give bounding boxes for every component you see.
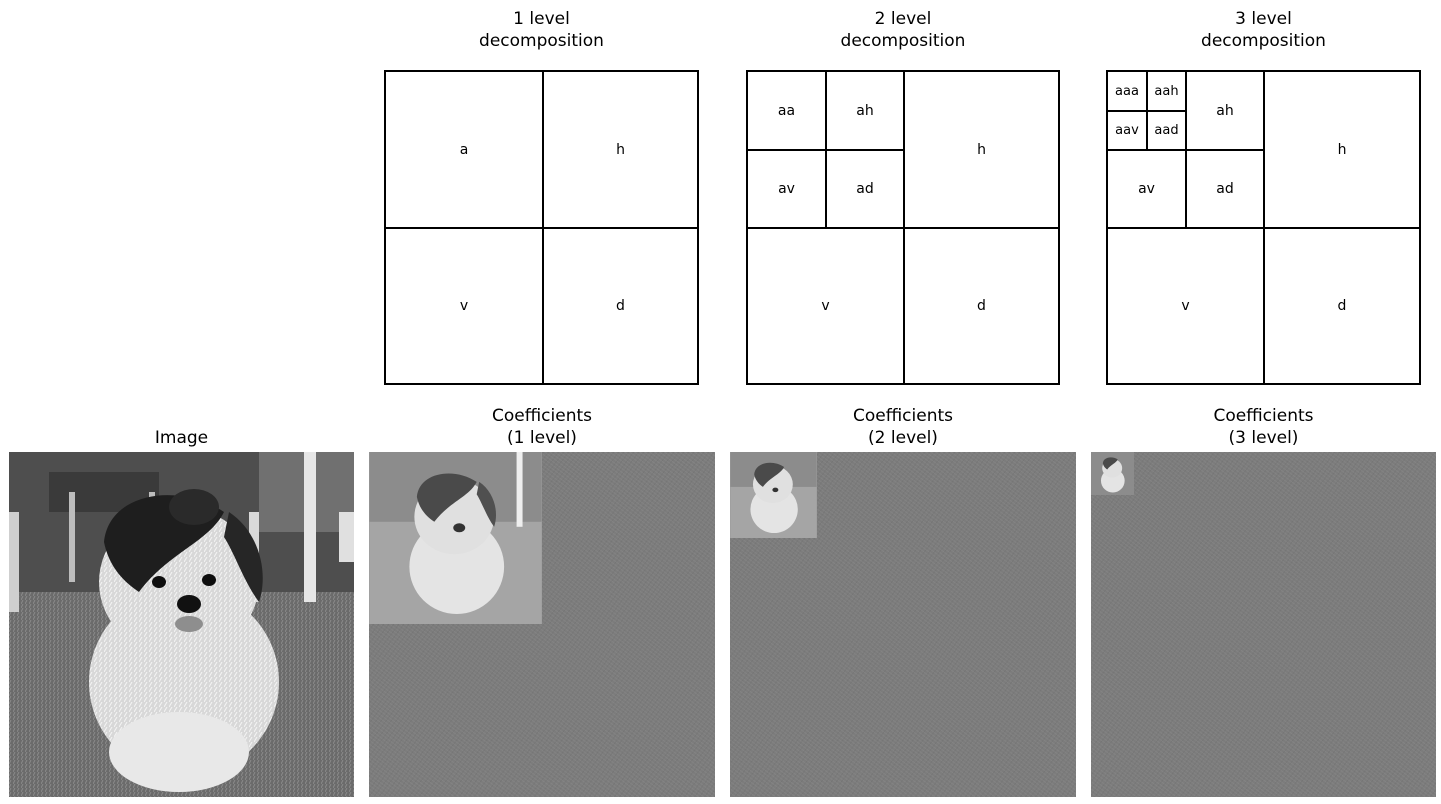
dog-photo-illustration	[9, 452, 354, 797]
divider	[386, 227, 697, 229]
decomp-3-diagram: aaa aah aav aad ah av ad h v d	[1106, 70, 1421, 385]
cell-v: v	[821, 298, 830, 314]
cell-aah: aah	[1154, 83, 1179, 99]
decomp-3-title: 3 level decomposition	[1201, 9, 1326, 51]
cell-h: h	[616, 141, 625, 158]
approx-thumbnail-illustration	[369, 452, 542, 624]
cell-h: h	[977, 141, 986, 158]
decomp-2-diagram: aa ah av ad h v d	[746, 70, 1060, 385]
cell-a: a	[459, 141, 469, 158]
cell-v: v	[459, 298, 469, 314]
coef-1-title: Coefficients (1 level)	[492, 406, 592, 448]
cell-aaa: aaa	[1115, 83, 1139, 99]
decomp-1-title: 1 level decomposition	[479, 9, 604, 51]
divider	[1108, 227, 1419, 229]
cell-ah: ah	[856, 102, 874, 119]
cell-d: d	[616, 298, 625, 314]
cell-aav: aav	[1115, 123, 1139, 138]
approx-thumbnail-illustration	[730, 452, 817, 538]
decomp-1-diagram: a h v d	[384, 70, 699, 385]
decomp-2-title: 2 level decomposition	[840, 9, 966, 51]
image-title: Image	[154, 428, 209, 448]
cell-ad: ad	[1216, 181, 1234, 197]
dog-photo	[9, 452, 354, 797]
coef-3-title: Coefficients (3 level)	[1213, 406, 1314, 448]
divider	[1108, 110, 1186, 112]
approx-thumbnail	[730, 452, 817, 538]
divider	[748, 149, 904, 151]
cell-aa: aa	[777, 102, 796, 119]
approx-thumbnail	[1091, 452, 1134, 495]
coef-2-image	[730, 452, 1076, 797]
coef-1-image	[369, 452, 715, 797]
cell-ad: ad	[856, 181, 874, 197]
cell-aad: aad	[1154, 123, 1179, 138]
coef-3-image	[1091, 452, 1436, 797]
cell-v: v	[1181, 298, 1190, 314]
cell-d: d	[1337, 298, 1347, 314]
cell-av: av	[778, 181, 795, 197]
approx-thumbnail	[369, 452, 542, 624]
divider	[1108, 149, 1264, 151]
cell-av: av	[1138, 181, 1155, 197]
cell-ah: ah	[1216, 102, 1234, 119]
cell-h: h	[1337, 141, 1347, 158]
divider	[748, 227, 1058, 229]
approx-thumbnail-illustration	[1091, 452, 1134, 495]
coef-2-title: Coefficients (2 level)	[853, 406, 953, 448]
cell-d: d	[977, 298, 986, 314]
